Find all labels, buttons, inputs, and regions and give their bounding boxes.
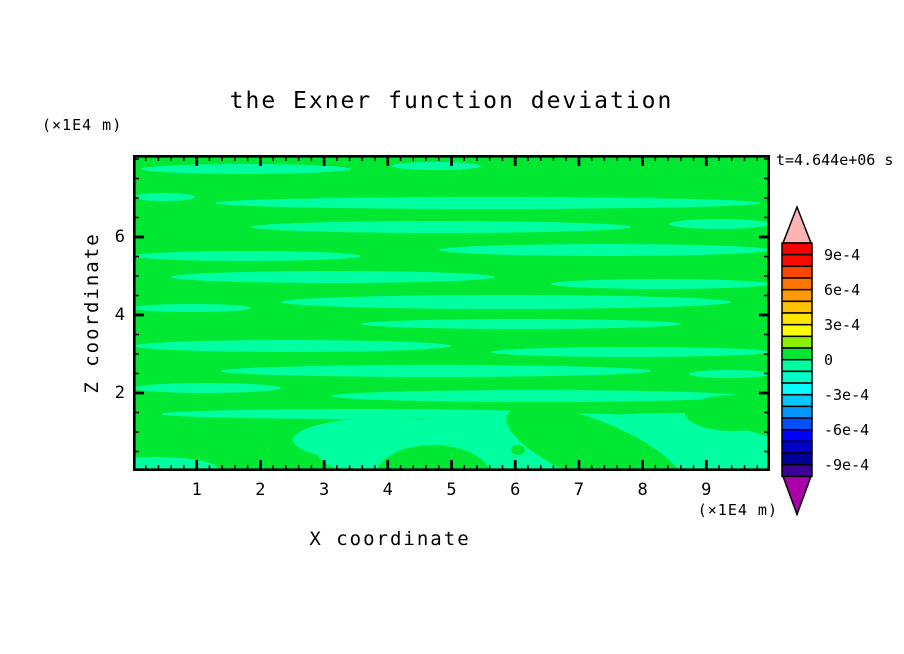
contour-streak [133,251,361,261]
colorbar-cell [781,265,813,279]
y-axis-unit-label: (×1E4 m) [42,116,123,134]
colorbar-cell [781,440,813,454]
chart-title: the Exner function deviation [229,88,674,114]
contour-patch [506,405,684,471]
y-tick-label: 2 [114,383,125,403]
contour-patch [685,395,770,431]
colorbar-over-arrow [781,205,813,244]
colorbar-cell [781,335,813,349]
contour-field [133,155,770,471]
colorbar-cell [781,358,813,373]
contour-streak [221,365,651,377]
colorbar-label: 9e-4 [824,246,860,264]
colorbar-label: -9e-4 [824,456,869,474]
contour-streak [141,164,351,174]
contour-streak [281,295,731,309]
colorbar-cell [781,242,813,256]
colorbar-cell [781,370,813,384]
x-tick-label: 9 [701,480,712,500]
contour-streak [133,383,281,393]
contour-streak [391,162,481,170]
x-axis-unit-label: (×1E4 m) [697,501,778,519]
contour-plot-area [133,155,770,471]
colorbar-cell [781,428,813,443]
y-tick-label: 6 [114,227,125,247]
plot-frame [133,155,770,471]
x-axis-title: X coordinate [309,528,471,550]
colorbar-label: -3e-4 [824,386,869,404]
x-tick-label: 6 [510,480,521,500]
y-tick-label: 4 [114,305,125,325]
colorbar-cell [781,417,813,431]
x-tick-label: 5 [446,480,457,500]
colorbar-cell [781,312,813,326]
contour-streak [361,319,681,329]
colorbar-cell [781,452,813,466]
colorbar-label: 0 [824,351,833,369]
contour-streak [331,390,741,402]
colorbar-cell [781,300,813,314]
colorbar-svg: 9e-4 6e-4 3e-4 0 -3e-4 -6e-4 -9e-4 [781,205,869,517]
colorbar-cell [781,323,813,338]
contour-streak [439,244,770,256]
contour-streak [689,370,770,378]
colorbar-cell [781,463,813,478]
x-tick-label: 8 [637,480,648,500]
colorbar-cell [781,347,813,361]
x-tick-label: 1 [191,480,202,500]
x-tick-label: 3 [318,480,330,500]
contour-streak [491,347,770,357]
contour-streak [171,271,495,283]
x-tick-label: 2 [255,480,266,500]
contour-streak [669,219,770,229]
contour-region [653,435,770,471]
contour-streak [133,340,451,352]
colorbar-under-arrow [781,475,813,517]
colorbar-label: -6e-4 [824,421,869,439]
x-tick-label: 4 [382,480,393,500]
x-tick-label: 7 [573,480,585,500]
contour-patch [376,445,490,471]
colorbar-cell [781,288,813,303]
colorbar-cell [781,405,813,419]
colorbar-label: 6e-4 [824,281,860,299]
contour-streak [133,193,195,201]
colorbar-cell [781,253,813,268]
colorbar: 9e-4 6e-4 3e-4 0 -3e-4 -6e-4 -9e-4 [780,205,904,519]
contour-streak [551,279,770,289]
colorbar-cell [781,393,813,408]
contour-streak [133,304,251,312]
contour-streak [215,197,761,209]
time-annotation: t=4.644e+06 s [776,151,894,169]
colorbar-cell [781,382,813,396]
contour-streak [251,221,631,233]
contour-patch [511,445,525,455]
colorbar-cell [781,277,813,291]
colorbar-label: 3e-4 [824,316,860,334]
green-patches [376,395,770,471]
